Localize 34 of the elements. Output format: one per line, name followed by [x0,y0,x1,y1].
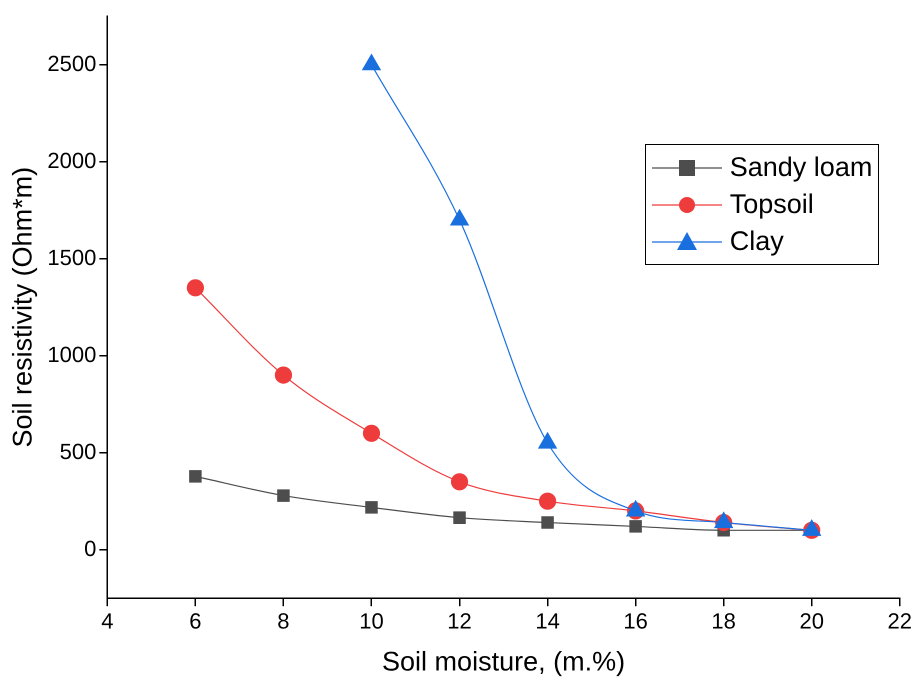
y-tick-label: 0 [84,536,96,561]
x-tick-label: 16 [623,608,648,634]
point [362,54,381,70]
x-tick-label: 10 [359,608,384,634]
x-tick-label: 14 [535,608,560,634]
y-tick-label: 1500 [47,244,96,270]
point [450,473,468,490]
y-tick-label: 2000 [47,148,96,173]
point [277,489,290,502]
x-tick-label: 6 [189,608,202,634]
x-tick-label: 20 [799,608,824,634]
point [538,492,556,510]
legend-label: Topsoil [730,189,814,220]
legend-label: Sandy loam [730,152,872,184]
legend-label: Clay [730,226,784,258]
y-tick-label: 1000 [47,342,96,367]
x-tick-label: 18 [711,608,736,634]
y-axis-title: Soil resistivity (Ohm*m) [8,166,38,448]
x-axis-title: Soil moisture, (m.%) [382,646,626,676]
point [453,511,466,524]
y-tick-label: 2500 [47,50,96,76]
point [274,366,292,384]
x-tick-label: 12 [447,608,472,634]
point [365,501,378,514]
x-tick-label: 4 [101,608,114,634]
point [629,520,642,533]
x-tick-label: 8 [277,608,290,634]
point [450,209,469,226]
point [541,516,554,529]
point [189,470,202,483]
x-tick-label: 22 [888,608,912,634]
y-tick-label: 500 [60,438,96,464]
point [186,279,204,296]
point [362,424,380,442]
